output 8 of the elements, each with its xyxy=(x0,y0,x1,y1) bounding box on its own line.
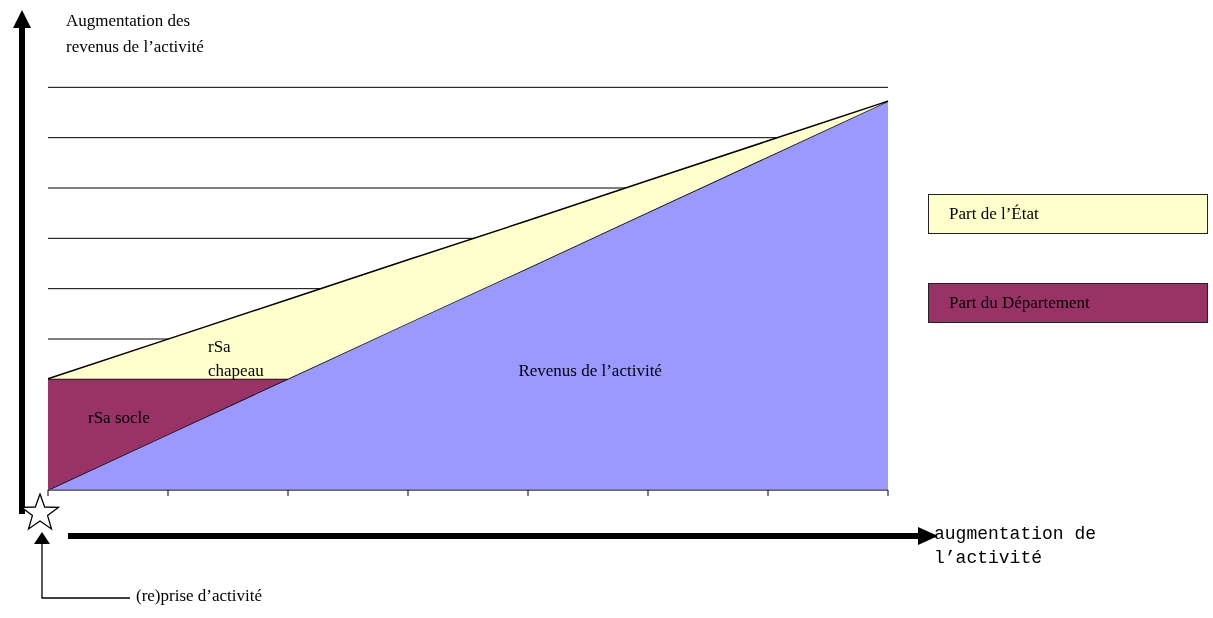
x-axis-title: augmentation de l’activité xyxy=(934,523,1098,570)
text: (re)prise d’activité xyxy=(136,585,263,607)
text: Part du Département xyxy=(928,283,1208,323)
annotation: rSa socle xyxy=(88,406,151,429)
text: Part de l’État xyxy=(928,194,1208,234)
y-axis-title: Augmentation des revenus de l’activité xyxy=(66,8,236,60)
annotation: rSa chapeau xyxy=(208,336,265,382)
annotation: Revenus de l’activité xyxy=(518,359,663,382)
